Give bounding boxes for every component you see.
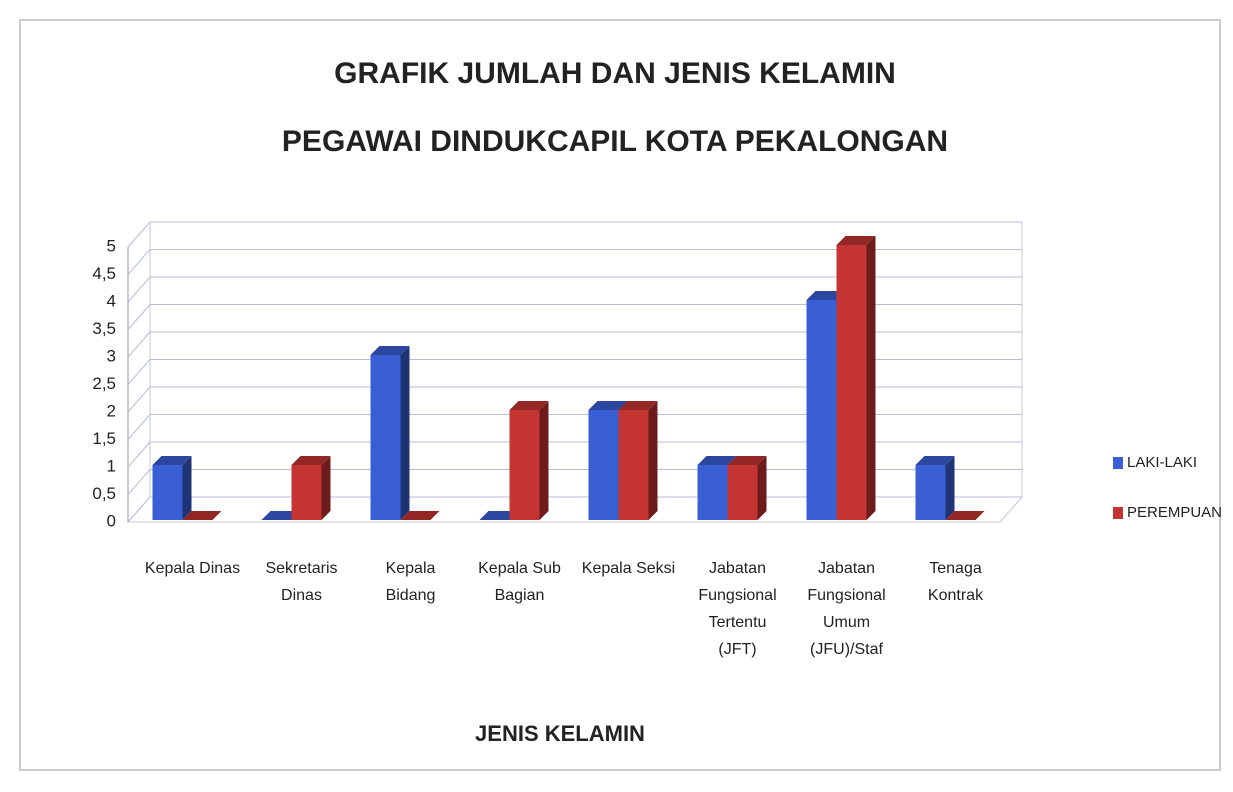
legend-swatch bbox=[1113, 457, 1123, 469]
y-tick-label: 5 bbox=[107, 236, 116, 255]
x-tick-label: Sekretaris Dinas bbox=[265, 560, 338, 604]
bar bbox=[806, 300, 837, 520]
bar-top bbox=[727, 456, 767, 465]
y-tick-label: 3,5 bbox=[92, 319, 116, 338]
bar bbox=[509, 410, 540, 520]
bar-top bbox=[697, 456, 737, 465]
bar-top bbox=[915, 456, 955, 465]
grid-line bbox=[127, 331, 1022, 358]
chart-title: GRAFIK JUMLAH DAN JENIS KELAMIN bbox=[334, 57, 896, 90]
bar bbox=[588, 410, 619, 520]
x-tick-label: Kepala Dinas bbox=[144, 560, 241, 577]
grid-line bbox=[127, 469, 1022, 495]
grid-line bbox=[127, 359, 1022, 385]
grid-line bbox=[127, 276, 1022, 303]
bar bbox=[152, 465, 183, 520]
bar bbox=[618, 410, 649, 520]
bar bbox=[370, 355, 401, 520]
bar-top bbox=[182, 511, 222, 520]
x-tick-label: Jabatan Fungsional Umum (JFU)/Staf bbox=[807, 560, 886, 658]
grid-line bbox=[127, 414, 1022, 440]
bar-top bbox=[588, 401, 628, 410]
x-tick-label: Kepala Seksi bbox=[581, 560, 676, 577]
chart-title: PEGAWAI DINDUKCAPIL KOTA PEKALONGAN bbox=[282, 125, 948, 158]
bar-top bbox=[370, 346, 410, 355]
bar-top bbox=[945, 511, 985, 520]
y-tick-label: 1,5 bbox=[92, 429, 116, 448]
grid-line bbox=[127, 249, 1022, 275]
bar-top bbox=[509, 401, 549, 410]
bar-top bbox=[291, 456, 331, 465]
bar bbox=[697, 465, 728, 520]
bar-side bbox=[866, 236, 876, 520]
bar bbox=[727, 465, 758, 520]
bar-side bbox=[757, 456, 767, 520]
bar-top bbox=[836, 236, 876, 245]
x-tick-label: Kepala Sub Bagian bbox=[478, 560, 561, 604]
bar-top bbox=[400, 511, 440, 520]
bar-top bbox=[806, 291, 846, 300]
grid-line bbox=[127, 221, 1022, 248]
x-tick-label: Tenaga Kontrak bbox=[927, 560, 984, 604]
grid-line bbox=[127, 304, 1022, 330]
grid-line bbox=[127, 496, 1022, 523]
legend-swatch bbox=[1113, 507, 1123, 519]
bar-side bbox=[539, 401, 549, 520]
x-tick-label: Jabatan Fungsional Tertentu (JFT) bbox=[698, 560, 777, 658]
bar-side bbox=[400, 346, 410, 520]
bar-top bbox=[152, 456, 192, 465]
bar-side bbox=[321, 456, 331, 520]
bar bbox=[291, 465, 322, 520]
y-tick-label: 0 bbox=[107, 511, 116, 530]
y-tick-label: 3 bbox=[107, 346, 116, 365]
y-tick-label: 4,5 bbox=[92, 264, 116, 283]
y-tick-label: 4 bbox=[107, 291, 116, 310]
bar bbox=[915, 465, 946, 520]
y-tick-label: 1 bbox=[107, 456, 116, 475]
bar-top bbox=[618, 401, 658, 410]
legend-label: PEREMPUAN bbox=[1127, 504, 1222, 521]
bar-side bbox=[182, 456, 192, 520]
bar-top bbox=[479, 511, 519, 520]
floor bbox=[126, 496, 1024, 523]
bar-side bbox=[648, 401, 658, 520]
y-tick-label: 2,5 bbox=[92, 374, 116, 393]
bar-top bbox=[261, 511, 301, 520]
bar-side bbox=[945, 456, 955, 520]
chart-frame bbox=[19, 19, 1221, 771]
grid-line bbox=[127, 386, 1022, 413]
bar bbox=[836, 245, 867, 520]
x-tick-label: Kepala Bidang bbox=[385, 560, 436, 604]
y-tick-label: 2 bbox=[107, 401, 116, 420]
x-axis-label: JENIS KELAMIN bbox=[475, 721, 645, 746]
grid-line bbox=[127, 441, 1022, 468]
y-tick-label: 0,5 bbox=[92, 484, 116, 503]
legend-label: LAKI-LAKI bbox=[1127, 454, 1197, 471]
